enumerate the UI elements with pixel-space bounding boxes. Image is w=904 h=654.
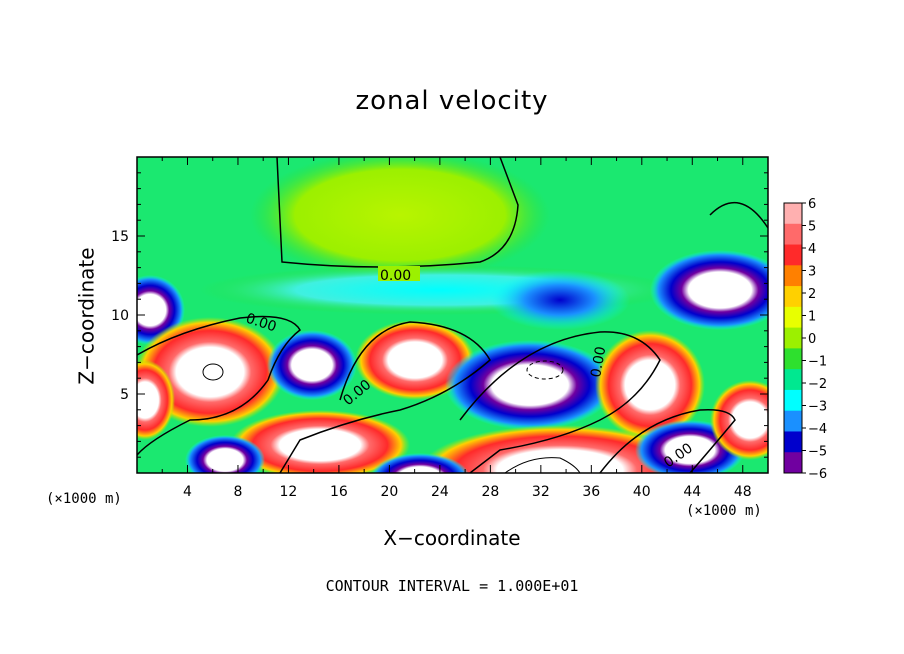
x-axis: 4 8 12 16 20 24 28 32 36 40 44 48 — [161, 157, 752, 500]
chart-title: zonal velocity — [355, 86, 549, 116]
positive-cell-5 — [420, 425, 700, 473]
x-tick-label: 44 — [683, 484, 701, 500]
contour-zero-left — [137, 315, 301, 456]
colorbar-label: 3 — [808, 265, 816, 280]
x-unit-label-left: (×1000 m) — [46, 491, 122, 507]
contour-zero-lowerright — [599, 408, 736, 473]
colorbar-label: −6 — [808, 467, 827, 482]
colorbar-label: 6 — [808, 197, 816, 212]
contour-inner-2 — [526, 360, 564, 380]
negative-cell-1 — [267, 330, 357, 400]
positive-cell-4 — [230, 410, 410, 473]
colorbar-label: −5 — [808, 445, 827, 460]
contour-label: 0.00 — [588, 345, 609, 378]
x-tick-label: 36 — [582, 484, 600, 500]
x-tick-label: 20 — [380, 484, 398, 500]
x-axis-label: X−coordinate — [383, 526, 521, 550]
contour-inner-3 — [504, 457, 581, 473]
colorbar-swatch — [784, 369, 802, 391]
colorbar-swatch — [784, 389, 802, 412]
x-tick-label: 48 — [734, 484, 752, 500]
contour-inner-1 — [202, 363, 224, 381]
contour-label: 0.00 — [380, 268, 411, 284]
colorbar-swatch — [784, 265, 802, 287]
colorbar-swatch — [784, 203, 802, 225]
x-tick-label: 24 — [431, 484, 449, 500]
colorbar-label: 0 — [808, 332, 816, 347]
y-tick-label: 15 — [111, 229, 129, 245]
positive-cell-2 — [355, 320, 475, 400]
colorbar: 6 5 4 3 2 1 0 −1 −2 −3 −4 −5 −6 — [783, 197, 827, 482]
heatmap-field — [137, 157, 768, 473]
x-tick-label: 28 — [481, 484, 499, 500]
colorbar-swatch — [784, 286, 802, 308]
colorbar-swatch — [784, 223, 802, 246]
colorbar-swatch — [784, 452, 802, 474]
colorbar-label: −3 — [808, 400, 827, 415]
x-unit-label-right: (×1000 m) — [686, 503, 762, 519]
colorbar-label: −1 — [808, 355, 827, 370]
positive-cell-6 — [710, 380, 768, 460]
x-tick-label: 16 — [330, 484, 348, 500]
y-tick-label: 10 — [111, 308, 129, 324]
colorbar-label: 1 — [808, 310, 816, 325]
colorbar-swatch — [784, 306, 802, 329]
contour-label-bg-1 — [378, 266, 420, 281]
y-axis: 5 10 15 — [111, 172, 768, 458]
contour-zero-center — [459, 331, 661, 473]
colorbar-label: 4 — [808, 242, 816, 257]
colorbar-swatch — [784, 410, 802, 432]
colorbar-label: −4 — [808, 422, 827, 437]
negative-cell-4 — [371, 453, 469, 473]
x-tick-label: 32 — [532, 484, 550, 500]
x-tick-label: 12 — [280, 484, 298, 500]
negative-cell-3 — [185, 435, 265, 473]
colorbar-swatch — [784, 431, 802, 453]
colorbar-swatch — [784, 348, 802, 370]
x-tick-label: 4 — [183, 484, 192, 500]
negative-region-mid — [490, 270, 630, 330]
colorbar-swatch — [784, 244, 802, 266]
positive-cell-3 — [595, 330, 705, 440]
x-tick-label: 40 — [633, 484, 651, 500]
negative-cell-2 — [445, 340, 615, 430]
contour-interval-note: CONTOUR INTERVAL = 1.000E+01 — [325, 577, 579, 595]
y-tick-label: 5 — [120, 387, 129, 403]
colorbar-swatch — [784, 327, 802, 349]
positive-cell-7 — [137, 360, 175, 440]
colorbar-label: 5 — [808, 220, 816, 235]
contour-zero-upper — [276, 157, 519, 268]
contour-zero-mid — [279, 321, 491, 473]
y-axis-label: Z−coordinate — [74, 247, 99, 385]
colorbar-label: −2 — [808, 377, 827, 392]
x-tick-label: 8 — [233, 484, 242, 500]
colorbar-label: 2 — [808, 287, 816, 302]
negative-region-right — [650, 250, 768, 330]
positive-region-upper — [250, 157, 550, 280]
contour-zero-topright — [709, 201, 768, 229]
